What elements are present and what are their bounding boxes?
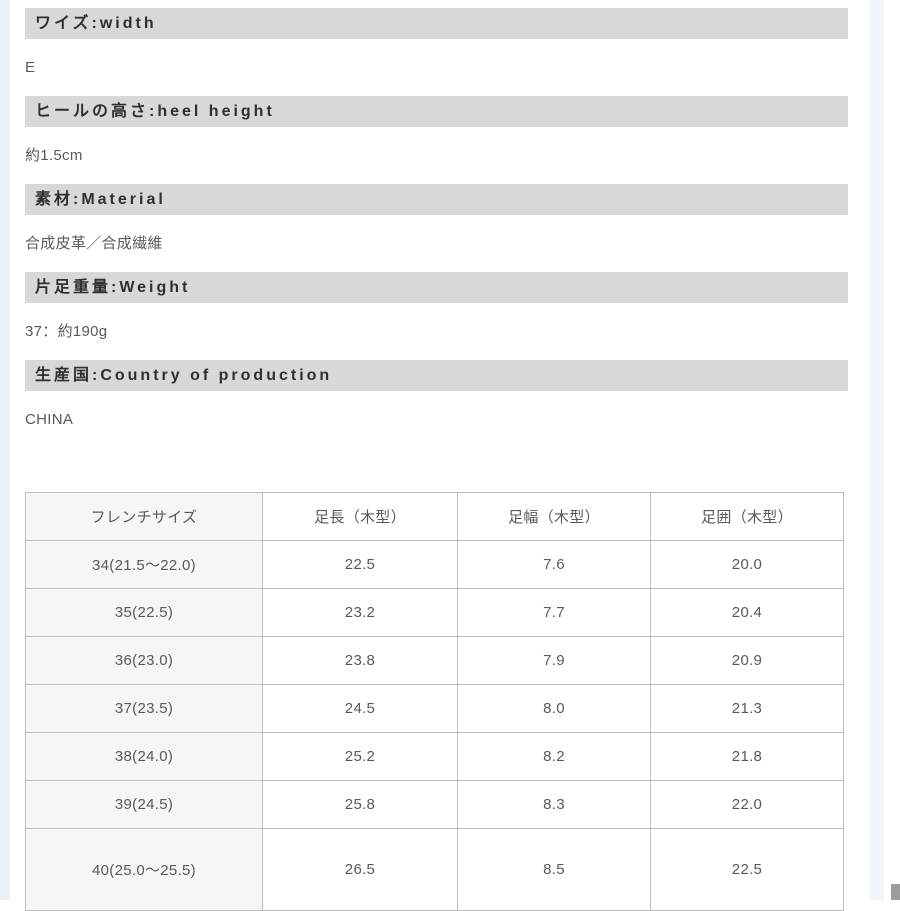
size-cell: 39(24.5) xyxy=(26,781,263,829)
page-edge-left xyxy=(0,0,10,900)
size-chart-header-row: フレンチサイズ 足長（木型） 足幅（木型） 足囲（木型） xyxy=(26,493,844,541)
measurement-cell: 26.5 xyxy=(263,829,458,911)
measurement-cell: 8.0 xyxy=(458,685,651,733)
measurement-cell: 7.7 xyxy=(458,589,651,637)
spec-label: 生産国:Country of production xyxy=(25,360,848,391)
spec-value: CHINA xyxy=(25,411,848,429)
product-spec-panel: ワイズ:width E ヒールの高さ:heel height 約1.5cm 素材… xyxy=(25,0,848,911)
column-header-foot-width: 足幅（木型） xyxy=(458,493,651,541)
spec-label: 素材:Material xyxy=(25,184,848,215)
spec-section-material: 素材:Material 合成皮革／合成繊維 xyxy=(25,184,848,253)
measurement-cell: 8.2 xyxy=(458,733,651,781)
size-cell: 35(22.5) xyxy=(26,589,263,637)
spec-label: ヒールの高さ:heel height xyxy=(25,96,848,127)
size-cell: 34(21.5〜22.0) xyxy=(26,541,263,589)
size-cell: 38(24.0) xyxy=(26,733,263,781)
measurement-cell: 20.0 xyxy=(651,541,844,589)
spec-label: ワイズ:width xyxy=(25,8,848,39)
measurement-cell: 20.9 xyxy=(651,637,844,685)
measurement-cell: 22.5 xyxy=(651,829,844,911)
spec-value: 37：約190g xyxy=(25,323,848,341)
spec-label: 片足重量:Weight xyxy=(25,272,848,303)
size-cell: 40(25.0〜25.5) xyxy=(26,829,263,911)
measurement-cell: 21.8 xyxy=(651,733,844,781)
measurement-cell: 8.3 xyxy=(458,781,651,829)
measurement-cell: 23.2 xyxy=(263,589,458,637)
measurement-cell: 21.3 xyxy=(651,685,844,733)
scrollbar-thumb[interactable] xyxy=(891,884,900,900)
measurement-cell: 25.8 xyxy=(263,781,458,829)
spec-section-heel-height: ヒールの高さ:heel height 約1.5cm xyxy=(25,96,848,165)
measurement-cell: 7.9 xyxy=(458,637,651,685)
spec-value: 合成皮革／合成繊維 xyxy=(25,235,848,253)
measurement-cell: 24.5 xyxy=(263,685,458,733)
measurement-cell: 23.8 xyxy=(263,637,458,685)
measurement-cell: 22.5 xyxy=(263,541,458,589)
column-header-foot-girth: 足囲（木型） xyxy=(651,493,844,541)
measurement-cell: 8.5 xyxy=(458,829,651,911)
spec-section-weight: 片足重量:Weight 37：約190g xyxy=(25,272,848,341)
size-cell: 37(23.5) xyxy=(26,685,263,733)
page-edge-right xyxy=(869,0,884,900)
measurement-cell: 22.0 xyxy=(651,781,844,829)
spec-section-width: ワイズ:width E xyxy=(25,8,848,77)
spec-value: E xyxy=(25,59,848,77)
spec-section-country: 生産国:Country of production CHINA xyxy=(25,360,848,429)
spec-value: 約1.5cm xyxy=(25,147,848,165)
measurement-cell: 20.4 xyxy=(651,589,844,637)
measurement-cell: 7.6 xyxy=(458,541,651,589)
size-chart-table: フレンチサイズ 足長（木型） 足幅（木型） 足囲（木型） 34(21.5〜22.… xyxy=(25,492,844,911)
column-header-french-size: フレンチサイズ xyxy=(26,493,263,541)
column-header-foot-length: 足長（木型） xyxy=(263,493,458,541)
measurement-cell: 25.2 xyxy=(263,733,458,781)
size-cell: 36(23.0) xyxy=(26,637,263,685)
